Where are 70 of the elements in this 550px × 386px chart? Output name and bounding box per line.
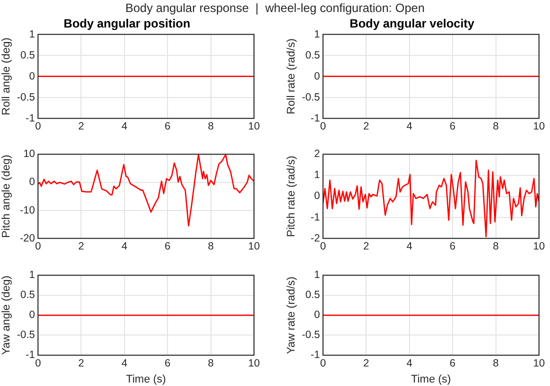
x-tick-label: 6 [450, 357, 456, 370]
x-tick-label: 2 [78, 357, 84, 370]
y-tick-label: 0 [314, 190, 320, 202]
x-tick-label: 8 [208, 120, 214, 133]
y-tick-label: -2 [310, 232, 320, 244]
text: Body angular response | wheel-leg configuration: Open [124, 1, 426, 15]
y-tick-label: 0.5 [20, 49, 36, 62]
y-tick-label: -1 [26, 112, 36, 124]
y-tick-label: 2 [314, 148, 320, 160]
x-tick-label: 2 [363, 357, 370, 370]
y-tick-label: -1 [310, 211, 320, 224]
x-tick-label: 10 [533, 357, 545, 370]
y-axis-title: Pitch rate (rad/s) [286, 156, 298, 238]
y-tick-label: -0.5 [16, 329, 36, 342]
y-axis-title: Pitch angle (deg) [0, 154, 13, 238]
x-tick-label: 8 [492, 357, 499, 370]
x-tick-label: 2 [78, 240, 84, 253]
y-tick-label: 0.5 [305, 49, 320, 62]
y-tick-label: 1 [314, 28, 320, 40]
x-tick-label: 2 [363, 120, 370, 133]
x-tick-label: 10 [248, 240, 260, 253]
x-tick-label: 6 [164, 240, 171, 253]
x-tick-label: 6 [164, 120, 171, 133]
x-tick-label: 10 [533, 240, 545, 253]
y-tick-label: -0.5 [302, 91, 320, 104]
x-tick-label: 4 [406, 357, 412, 370]
x-tick-label: 10 [248, 357, 260, 370]
x-tick-label: 8 [208, 357, 214, 370]
x-axis-title: Time (s) [126, 373, 166, 386]
y-tick-label: 0 [314, 309, 320, 322]
y-tick-label: 0.5 [20, 289, 36, 302]
y-tick-label: 1 [314, 169, 320, 182]
y-axis-title: Roll rate (rad/s) [286, 38, 298, 114]
y-tick-label: -10 [20, 204, 36, 216]
y-tick-label: -0.5 [16, 91, 36, 104]
x-axis-title: Time (s) [411, 373, 451, 386]
x-tick-label: 10 [248, 120, 260, 133]
x-tick-label: 4 [121, 357, 128, 370]
x-tick-label: 2 [363, 240, 370, 253]
y-axis-title: Roll angle (deg) [0, 38, 13, 116]
x-tick-label: 8 [208, 240, 214, 253]
x-tick-label: 2 [78, 120, 84, 133]
y-tick-label: 1 [314, 269, 320, 282]
y-tick-label: 0.5 [305, 289, 320, 302]
chart-title: Body angular velocity [350, 16, 475, 31]
y-tick-label: -1 [310, 349, 320, 362]
y-tick-label: 10 [23, 148, 36, 160]
y-tick-label: 0 [29, 309, 36, 322]
x-tick-label: 6 [450, 120, 456, 133]
y-tick-label: 0 [29, 176, 36, 188]
y-axis-title: Yaw rate (rad/s) [286, 276, 298, 354]
y-axis-title: Yaw angle (deg) [0, 276, 13, 355]
chart-title: Body angular position [64, 16, 190, 31]
y-tick-label: -0.5 [302, 329, 320, 342]
y-tick-label: -1 [26, 349, 36, 362]
y-tick-label: 1 [29, 28, 36, 40]
y-tick-label: 0 [29, 70, 36, 82]
x-tick-label: 4 [406, 120, 412, 133]
x-tick-label: 6 [164, 357, 171, 370]
y-tick-label: 1 [29, 269, 36, 282]
x-tick-label: 10 [533, 120, 545, 133]
x-tick-label: 4 [406, 240, 412, 253]
x-tick-label: 4 [121, 240, 128, 253]
x-tick-label: 4 [121, 120, 128, 133]
x-tick-label: 6 [450, 240, 456, 253]
y-tick-label: 0 [314, 70, 320, 82]
y-tick-label: -1 [310, 112, 320, 124]
x-tick-label: 8 [492, 120, 499, 133]
x-tick-label: 8 [492, 240, 499, 253]
y-tick-label: -20 [20, 232, 36, 244]
